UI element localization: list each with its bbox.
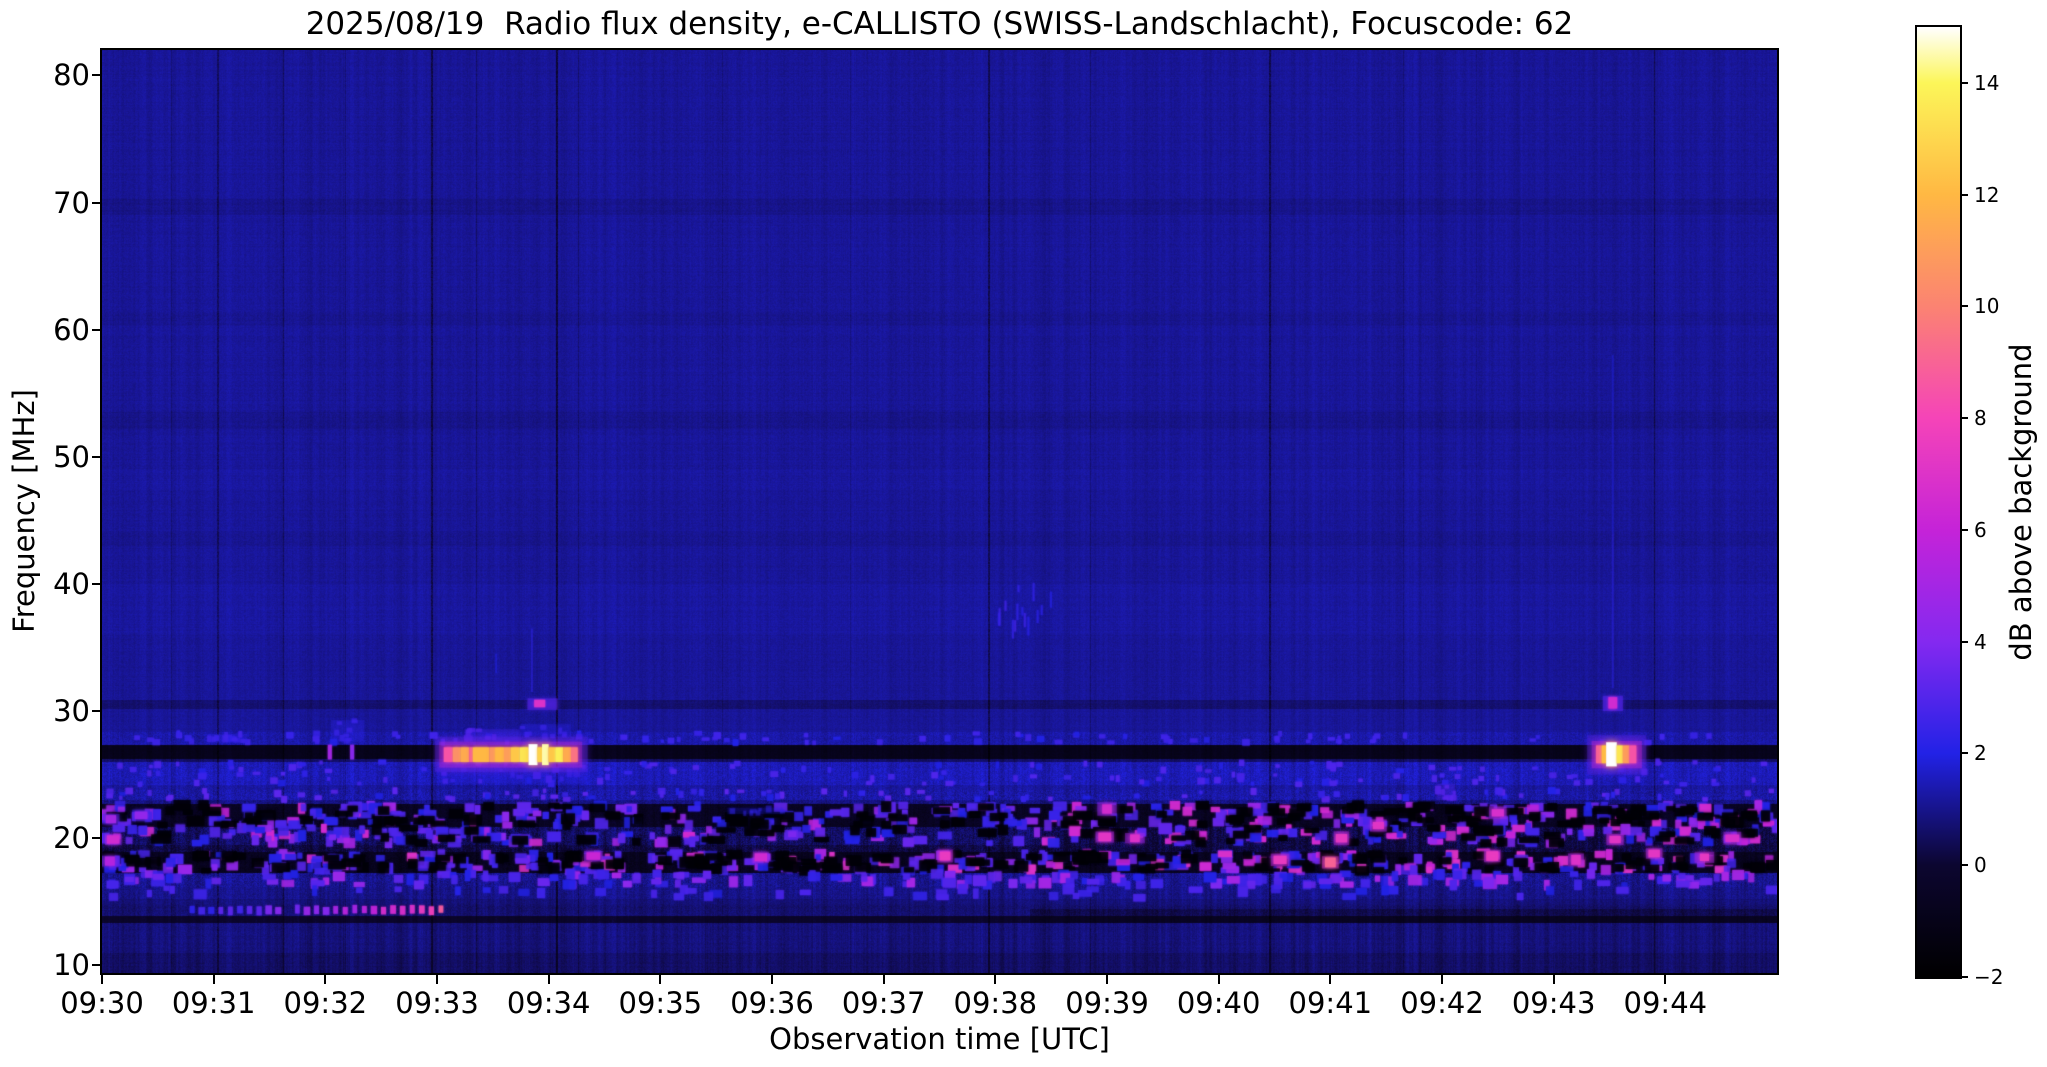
x-tick-label: 09:40	[1176, 986, 1261, 1020]
x-tick-label: 09:42	[1400, 986, 1484, 1020]
y-tick-mark	[92, 74, 101, 77]
x-tick-label: 09:37	[841, 986, 926, 1020]
x-tick-label: 09:43	[1511, 986, 1596, 1020]
colorbar-tick-mark	[1960, 528, 1968, 531]
colorbar	[1915, 25, 1962, 979]
y-tick-label: 50	[53, 439, 90, 474]
x-tick-mark	[659, 975, 662, 984]
colorbar-tick-mark	[1960, 417, 1968, 420]
x-tick-label: 09:30	[60, 986, 144, 1020]
x-tick-label: 09:34	[506, 986, 591, 1020]
x-tick-mark	[101, 975, 103, 984]
x-tick-mark	[1329, 975, 1332, 984]
colorbar-tick-label: 2	[1974, 741, 1987, 766]
y-tick-label: 30	[53, 694, 90, 729]
plot-frame	[100, 48, 1779, 975]
spectrogram-canvas	[102, 50, 1777, 973]
colorbar-tick-label: 6	[1974, 517, 1987, 542]
colorbar-tick-label: 8	[1974, 406, 1987, 431]
x-tick-mark	[1664, 975, 1667, 984]
y-tick-label: 70	[53, 185, 90, 220]
y-tick-mark	[92, 710, 101, 713]
x-tick-label: 09:36	[730, 986, 814, 1020]
y-tick-mark	[92, 582, 101, 585]
x-tick-label: 09:38	[953, 986, 1038, 1020]
colorbar-tick-label: −2	[1974, 965, 2004, 989]
x-tick-mark	[882, 975, 885, 984]
y-tick-label: 60	[53, 312, 90, 347]
x-axis-label: Observation time [UTC]	[769, 1022, 1110, 1056]
y-tick-mark	[92, 455, 101, 458]
x-tick-label: 09:32	[283, 986, 368, 1020]
x-tick-label: 09:44	[1623, 986, 1708, 1020]
y-tick-label: 80	[53, 58, 90, 93]
x-tick-label: 09:41	[1288, 986, 1373, 1020]
x-tick-mark	[994, 975, 997, 984]
colorbar-tick-label: 0	[1974, 853, 1987, 878]
x-tick-mark	[324, 975, 327, 984]
chart-title: 2025/08/19 Radio flux density, e-CALLIST…	[305, 6, 1574, 42]
colorbar-tick-label: 10	[1974, 294, 2000, 319]
x-tick-mark	[1441, 975, 1443, 984]
x-tick-label: 09:31	[171, 986, 256, 1020]
x-tick-mark	[436, 975, 438, 984]
colorbar-tick-label: 4	[1974, 629, 1987, 654]
colorbar-tick-mark	[1960, 864, 1968, 867]
x-tick-mark	[771, 975, 773, 984]
colorbar-tick-label: 14	[1974, 70, 2000, 95]
x-tick-label: 09:35	[618, 986, 703, 1020]
y-tick-label: 10	[53, 948, 90, 983]
x-tick-label: 09:33	[395, 986, 479, 1020]
x-tick-mark	[212, 975, 215, 984]
colorbar-label: dB above background	[2004, 343, 2038, 661]
y-tick-label: 40	[53, 566, 90, 601]
x-tick-label: 09:39	[1065, 986, 1149, 1020]
y-axis-label: Frequency [MHz]	[7, 389, 41, 633]
colorbar-gradient	[1917, 27, 1960, 977]
colorbar-tick-mark	[1960, 193, 1968, 196]
y-tick-mark	[92, 964, 101, 967]
y-tick-mark	[92, 837, 101, 840]
y-tick-mark	[92, 201, 101, 204]
x-tick-mark	[1106, 975, 1108, 984]
y-tick-mark	[92, 328, 101, 331]
colorbar-tick-mark	[1960, 305, 1968, 308]
colorbar-tick-mark	[1960, 640, 1968, 643]
x-tick-mark	[1217, 975, 1220, 984]
y-tick-label: 20	[53, 821, 90, 856]
colorbar-tick-mark	[1960, 976, 1968, 978]
x-tick-mark	[547, 975, 550, 984]
colorbar-tick-mark	[1960, 81, 1968, 84]
colorbar-tick-label: 12	[1974, 182, 2000, 207]
colorbar-tick-mark	[1960, 752, 1968, 755]
x-tick-mark	[1552, 975, 1555, 984]
